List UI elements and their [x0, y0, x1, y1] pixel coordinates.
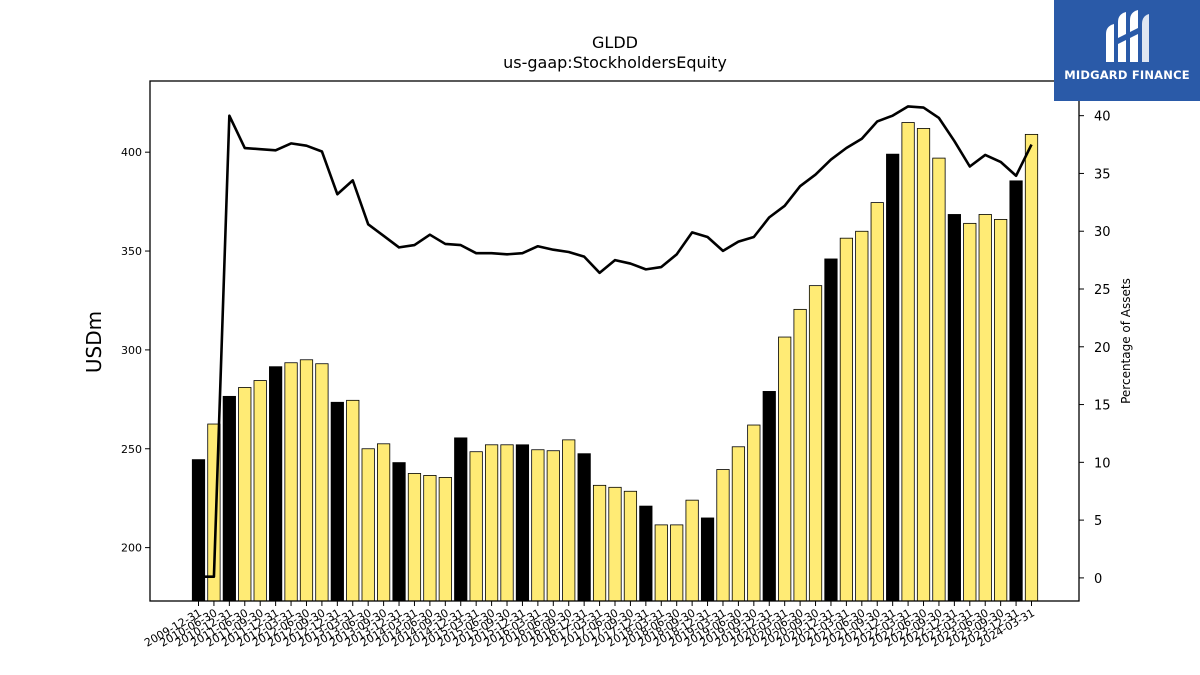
- y-right-tick-label: 30: [1094, 225, 1111, 240]
- y-axis-left-ticks: 200 250 300 350 400: [121, 146, 150, 555]
- bar: [191, 459, 206, 602]
- bar: [361, 448, 375, 602]
- bar: [253, 380, 267, 602]
- bar: [284, 362, 298, 602]
- bar-series: [191, 122, 1039, 602]
- y-right-tick-label: 40: [1094, 110, 1111, 125]
- bar: [346, 399, 360, 602]
- bar: [762, 391, 776, 602]
- bar: [546, 450, 560, 602]
- bar: [238, 387, 252, 602]
- bar: [978, 214, 992, 602]
- y-left-tick-label: 400: [121, 146, 142, 159]
- bar: [623, 490, 638, 602]
- y-axis-right-label: Percentage of Assets: [1119, 278, 1133, 404]
- line-series: [198, 105, 1033, 579]
- y-axis-right-ticks: 0 5 10 15 20 25 30 35 40: [1079, 110, 1111, 587]
- plot-frame: [149, 80, 1080, 602]
- bar: [963, 222, 977, 602]
- bar: [592, 484, 607, 602]
- chart-title: GLDD: [592, 33, 638, 52]
- logo-mark-icon: [1106, 10, 1149, 62]
- bar: [793, 308, 807, 602]
- bar: [670, 524, 684, 602]
- midgard-finance-logo: MIDGARD FINANCE: [1054, 0, 1200, 101]
- bar: [855, 230, 869, 602]
- y-right-tick-label: 15: [1094, 399, 1111, 414]
- bar: [577, 453, 591, 602]
- bar: [886, 153, 900, 602]
- bar: [531, 449, 545, 602]
- bar: [392, 462, 406, 602]
- chart-subtitle: us-gaap:StockholdersEquity: [503, 53, 727, 72]
- bar: [1009, 180, 1023, 602]
- bar: [469, 451, 483, 602]
- bar: [562, 439, 576, 602]
- bar: [654, 524, 668, 602]
- y-left-tick-label: 200: [121, 542, 142, 555]
- bar: [330, 401, 344, 602]
- logo-text: MIDGARD FINANCE: [1064, 68, 1190, 82]
- y-left-tick-label: 250: [121, 443, 142, 456]
- percentage-line: [198, 105, 1033, 579]
- bar: [299, 359, 314, 602]
- bar: [824, 258, 838, 602]
- bar: [500, 444, 514, 602]
- bar: [747, 424, 761, 602]
- bar: [700, 517, 715, 602]
- bar: [778, 336, 792, 602]
- y-right-tick-label: 0: [1094, 572, 1102, 587]
- bar: [685, 499, 699, 602]
- bar: [423, 475, 437, 602]
- bar: [870, 202, 884, 602]
- y-right-tick-label: 25: [1094, 283, 1111, 298]
- bar: [916, 128, 931, 602]
- y-right-tick-label: 20: [1094, 341, 1111, 356]
- bar: [269, 366, 283, 602]
- bar: [222, 395, 236, 602]
- y-right-tick-label: 10: [1094, 456, 1111, 471]
- bar: [1024, 133, 1039, 602]
- bar: [639, 505, 653, 602]
- bar: [407, 473, 422, 602]
- y-left-tick-label: 300: [121, 344, 142, 357]
- bar: [515, 444, 530, 602]
- bar: [839, 237, 853, 602]
- y-right-tick-label: 35: [1094, 167, 1111, 182]
- bar: [731, 446, 746, 602]
- bar: [484, 444, 499, 602]
- y-axis-left-label: USDm: [82, 311, 106, 373]
- bar: [377, 443, 391, 602]
- bar: [454, 437, 468, 602]
- bar: [438, 477, 452, 602]
- bar: [716, 469, 730, 602]
- bar: [608, 486, 622, 602]
- y-right-tick-label: 5: [1094, 514, 1102, 529]
- bar: [315, 363, 329, 602]
- bar: [901, 122, 915, 602]
- y-left-tick-label: 350: [121, 245, 142, 258]
- bar: [932, 157, 946, 602]
- bar: [994, 218, 1008, 602]
- bar: [808, 285, 823, 602]
- bar: [947, 214, 961, 602]
- x-axis-ticks: 2009-12-312010-06-302010-12-312011-06-30…: [142, 601, 1037, 650]
